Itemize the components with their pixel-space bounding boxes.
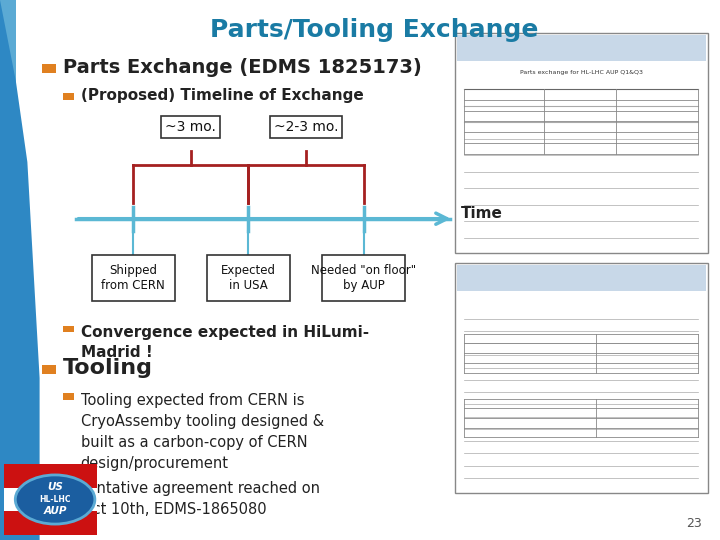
FancyBboxPatch shape	[92, 255, 174, 301]
Text: Needed "on floor"
by AUP: Needed "on floor" by AUP	[311, 264, 416, 292]
Text: (Proposed) Timeline of Exchange: (Proposed) Timeline of Exchange	[81, 88, 364, 103]
FancyBboxPatch shape	[207, 255, 289, 301]
FancyBboxPatch shape	[4, 488, 97, 511]
Text: Parts Exchange (EDMS 1825173): Parts Exchange (EDMS 1825173)	[63, 58, 422, 77]
Text: Convergence expected in HiLumi-
Madrid !: Convergence expected in HiLumi- Madrid !	[81, 325, 369, 360]
FancyBboxPatch shape	[0, 0, 16, 540]
Text: Shipped
from CERN: Shipped from CERN	[102, 264, 165, 292]
Text: HL-LHC: HL-LHC	[40, 495, 71, 504]
FancyBboxPatch shape	[42, 64, 56, 73]
Text: Parts/Tooling Exchange: Parts/Tooling Exchange	[210, 18, 539, 42]
Text: ~2-3 mo.: ~2-3 mo.	[274, 120, 338, 134]
Text: Tentative agreement reached on
Oct 10th, EDMS-1865080: Tentative agreement reached on Oct 10th,…	[81, 481, 320, 517]
FancyBboxPatch shape	[455, 263, 708, 493]
Text: 23: 23	[686, 517, 702, 530]
FancyBboxPatch shape	[63, 481, 74, 488]
Polygon shape	[0, 0, 40, 540]
FancyBboxPatch shape	[323, 255, 405, 301]
FancyBboxPatch shape	[457, 265, 706, 291]
FancyBboxPatch shape	[42, 365, 56, 374]
FancyBboxPatch shape	[63, 93, 74, 100]
Ellipse shape	[15, 475, 95, 524]
FancyBboxPatch shape	[63, 393, 74, 400]
Text: Parts exchange for HL-LHC AUP Q1&Q3: Parts exchange for HL-LHC AUP Q1&Q3	[520, 70, 643, 76]
FancyBboxPatch shape	[455, 33, 708, 253]
Text: US: US	[47, 482, 63, 492]
Text: Tooling: Tooling	[63, 358, 153, 379]
FancyBboxPatch shape	[4, 464, 97, 488]
Text: ~3 mo.: ~3 mo.	[166, 120, 216, 134]
FancyBboxPatch shape	[457, 35, 706, 61]
Text: AUP: AUP	[43, 507, 67, 516]
Text: Time: Time	[461, 206, 503, 221]
FancyBboxPatch shape	[63, 326, 74, 332]
FancyBboxPatch shape	[4, 511, 97, 535]
Text: Tooling expected from CERN is
CryoAssemby tooling designed &
built as a carbon-c: Tooling expected from CERN is CryoAssemb…	[81, 393, 324, 470]
Text: Expected
in USA: Expected in USA	[221, 264, 276, 292]
